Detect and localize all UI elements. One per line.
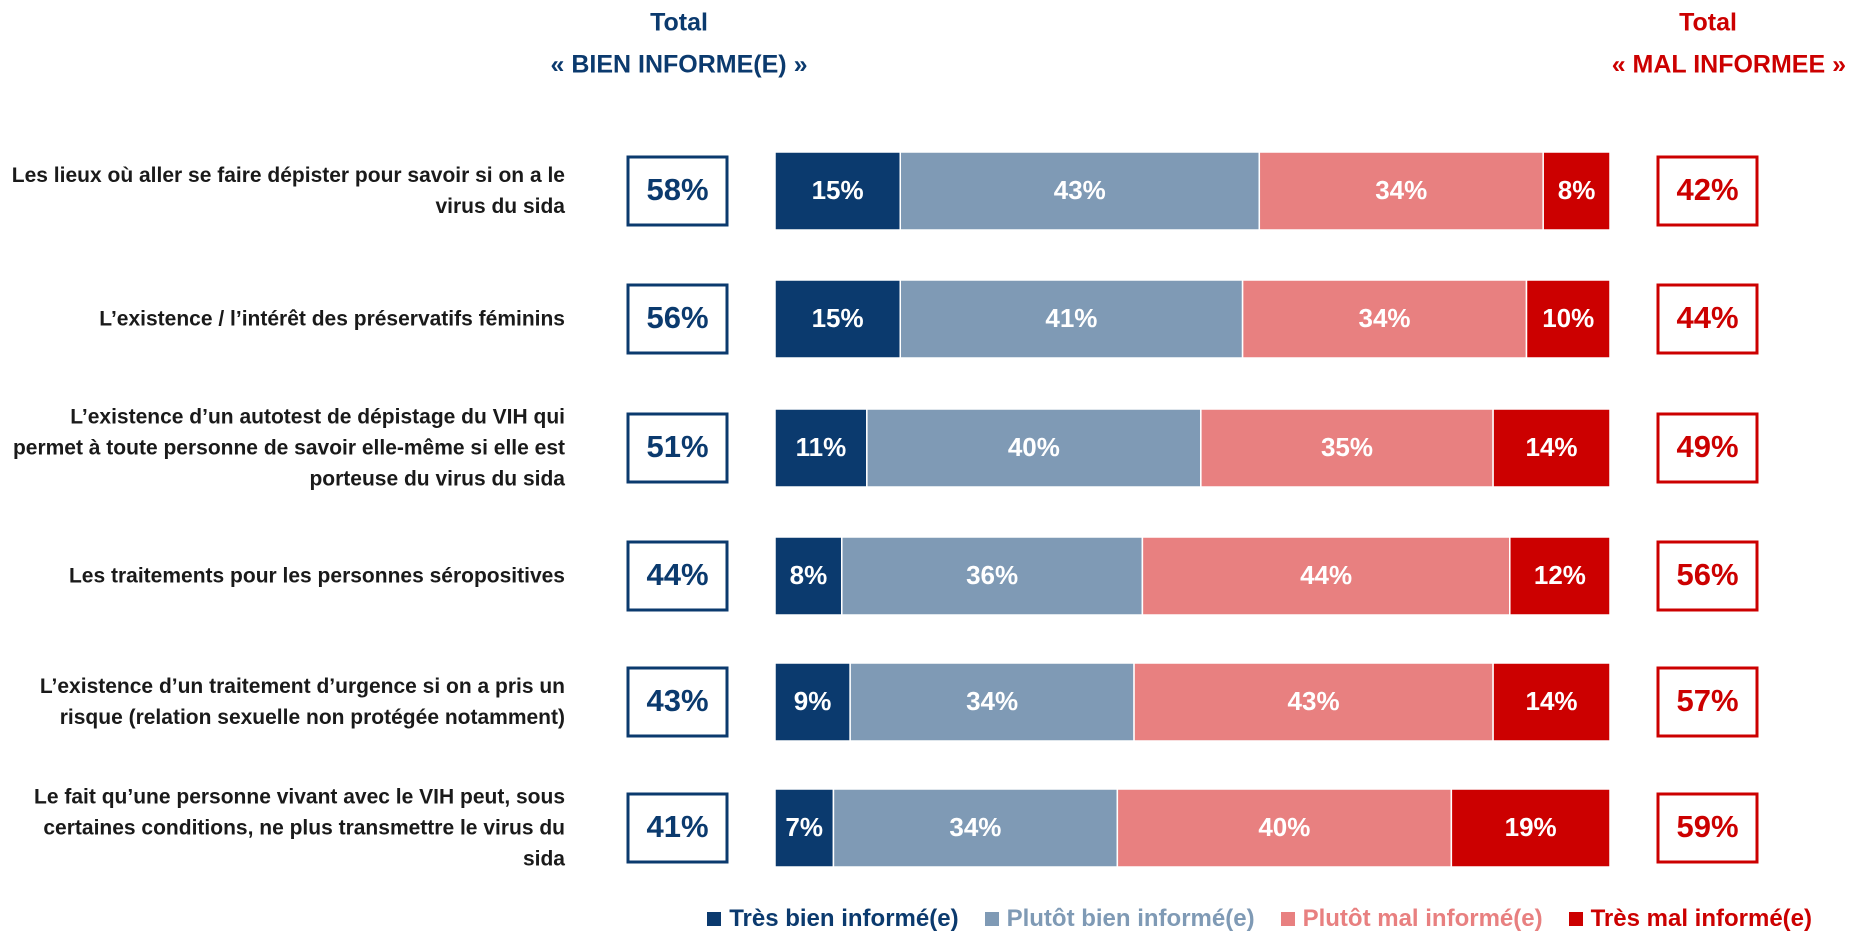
value-label: 34%	[949, 812, 1001, 842]
total-label: 57%	[1676, 683, 1738, 718]
legend-swatch	[984, 912, 999, 926]
bar-segment	[899, 279, 1244, 359]
value-label: 8%	[1558, 175, 1596, 205]
bar-segment	[832, 788, 1119, 868]
value-label: 9%	[794, 686, 832, 716]
total-label: 49%	[1676, 429, 1738, 464]
total-box	[626, 412, 729, 484]
right-title: « MAL INFORMEE »	[1612, 51, 1846, 79]
value-label: 43%	[1054, 175, 1106, 205]
value-label: 14%	[1526, 686, 1578, 716]
total-box	[626, 666, 729, 738]
total-label: 58%	[646, 172, 708, 207]
bar-segment	[1258, 151, 1544, 231]
value-label: 19%	[1505, 812, 1557, 842]
category-label: L’existence d’un traitement d’urgence si…	[39, 675, 565, 729]
legend-swatch	[707, 912, 722, 926]
value-label: 35%	[1321, 432, 1373, 462]
category-label: Les lieux où aller se faire dépister pou…	[11, 164, 565, 218]
bar-segment	[774, 408, 868, 488]
left-title: « BIEN INFORME(E) »	[551, 51, 808, 79]
legend-item: Plutôt mal informé(e)	[1280, 905, 1543, 933]
bar-segment	[841, 536, 1144, 616]
legend-label: Plutôt bien informé(e)	[1006, 905, 1255, 932]
value-label: 14%	[1526, 432, 1578, 462]
total-label: 59%	[1676, 809, 1738, 844]
total-box	[1656, 155, 1759, 227]
bar-segment	[1525, 279, 1611, 359]
bar-segment	[1509, 536, 1611, 616]
bar-segment	[1200, 408, 1494, 488]
bar-segment	[774, 536, 843, 616]
bar-segment	[1141, 536, 1511, 616]
bar-segment	[1133, 662, 1494, 742]
value-label: 44%	[1300, 560, 1352, 590]
bar-segment	[866, 408, 1202, 488]
bar-segment	[774, 788, 835, 868]
bar-segment	[1542, 151, 1611, 231]
total-label: 44%	[646, 557, 708, 592]
value-label: 41%	[1045, 303, 1097, 333]
category-label: Le fait qu’une personne vivant avec le V…	[34, 785, 565, 871]
total-box	[1656, 540, 1759, 612]
value-label: 15%	[812, 303, 864, 333]
total-box	[626, 283, 729, 355]
value-label: 7%	[785, 812, 823, 842]
total-label: 43%	[646, 683, 708, 718]
value-label: 40%	[1008, 432, 1060, 462]
legend: Très bien informé(e) Plutôt bien informé(…	[0, 905, 1852, 933]
value-label: 34%	[1359, 303, 1411, 333]
total-label: 42%	[1676, 172, 1738, 207]
bar-segment	[774, 662, 851, 742]
legend-item: Très bien informé(e)	[707, 905, 959, 933]
total-label: 44%	[1676, 300, 1738, 335]
total-label: 41%	[646, 809, 708, 844]
value-label: 8%	[790, 560, 828, 590]
left-title: Total	[650, 9, 708, 37]
category-label: L’existence d’un autotest de dépistage d…	[12, 405, 565, 491]
legend-item: Plutôt bien informé(e)	[984, 905, 1255, 933]
category-label: Les traitements pour les personnes sérop…	[68, 564, 565, 588]
bar-segment	[1492, 662, 1611, 742]
legend-label: Très mal informé(e)	[1590, 905, 1812, 932]
total-label: 56%	[1676, 557, 1738, 592]
value-label: 34%	[1375, 175, 1427, 205]
total-box	[1656, 412, 1759, 484]
category-label: L’existence / l’intérêt des préservatifs…	[99, 307, 565, 331]
total-label: 51%	[646, 429, 708, 464]
value-label: 12%	[1534, 560, 1586, 590]
total-box	[626, 540, 729, 612]
legend-label: Très bien informé(e)	[729, 905, 959, 932]
value-label: 36%	[966, 560, 1018, 590]
value-label: 40%	[1258, 812, 1310, 842]
legend-swatch	[1280, 912, 1295, 926]
value-label: 10%	[1542, 303, 1594, 333]
total-label: 56%	[646, 300, 708, 335]
total-box	[1656, 666, 1759, 738]
bar-segment	[1450, 788, 1611, 868]
value-label: 43%	[1288, 686, 1340, 716]
bar-segment	[1492, 408, 1611, 488]
right-title: Total	[1679, 9, 1737, 37]
total-box	[1656, 792, 1759, 864]
legend-item: Très mal informé(e)	[1568, 905, 1812, 933]
value-label: 34%	[966, 686, 1018, 716]
legend-swatch	[1568, 912, 1583, 926]
legend-label: Plutôt mal informé(e)	[1302, 905, 1543, 932]
value-label: 11%	[796, 432, 847, 462]
bar-segment	[1241, 279, 1528, 359]
total-box	[626, 155, 729, 227]
bar-segment	[849, 662, 1135, 742]
value-label: 15%	[812, 175, 864, 205]
total-box	[626, 792, 729, 864]
bar-segment	[774, 279, 901, 359]
bar-segment	[774, 151, 901, 231]
total-box	[1656, 283, 1759, 355]
bar-segment	[1116, 788, 1453, 868]
